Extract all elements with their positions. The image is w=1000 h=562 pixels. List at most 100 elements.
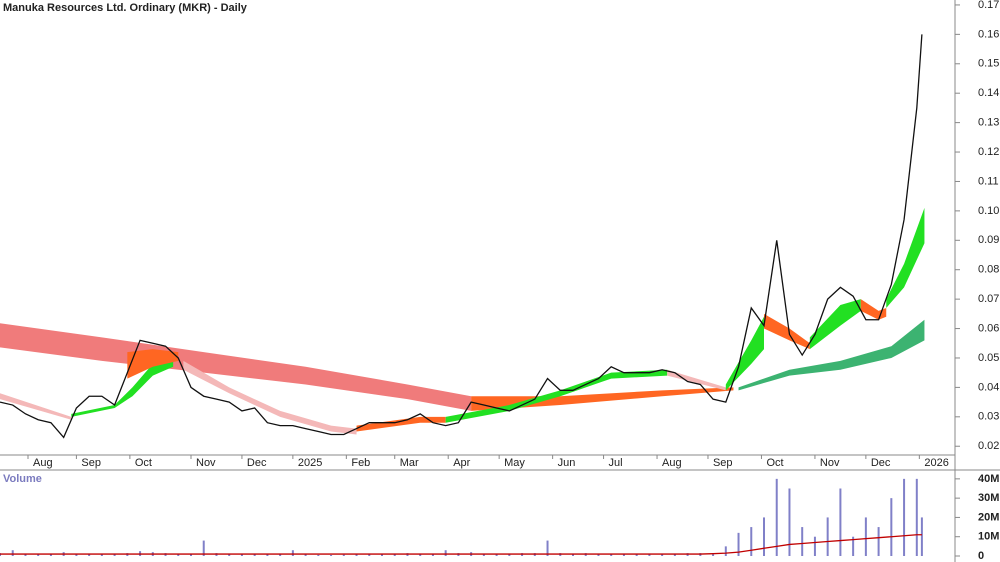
- volume-bar: [890, 498, 893, 556]
- volume-bar: [419, 553, 422, 556]
- volume-bar: [266, 553, 269, 556]
- volume-bar: [648, 553, 651, 556]
- volume-bar: [49, 554, 52, 556]
- x-tick-label: Dec: [247, 457, 267, 469]
- y-tick-label: 0: [978, 550, 984, 562]
- x-tick-label: Jul: [609, 457, 623, 469]
- band: [356, 416, 446, 432]
- y-tick-label: 0.03: [978, 411, 999, 423]
- volume-bar: [11, 550, 14, 556]
- x-tick-label: Apr: [453, 457, 470, 469]
- volume-bar: [788, 488, 791, 556]
- band: [471, 387, 734, 411]
- volume-bar: [813, 536, 816, 556]
- volume-bar: [381, 554, 383, 556]
- volume-bar: [431, 554, 434, 556]
- volume-bar: [177, 554, 180, 556]
- volume-bar: [393, 554, 396, 556]
- band: [738, 319, 925, 391]
- volume-bar: [495, 553, 498, 556]
- x-tick-label: Jun: [558, 457, 576, 469]
- volume-bar: [368, 554, 371, 556]
- band: [667, 369, 726, 391]
- volume-bar: [712, 554, 715, 556]
- band: [725, 316, 764, 391]
- band: [71, 355, 174, 417]
- volume-bar: [903, 478, 906, 556]
- y-tick-label: 0.04: [978, 381, 999, 393]
- volume-bar: [304, 554, 307, 556]
- y-tick-label: 0.07: [978, 293, 999, 305]
- band: [183, 360, 357, 435]
- volume-bar: [610, 553, 613, 556]
- x-tick-label: Nov: [820, 457, 840, 469]
- x-tick-label: Nov: [196, 457, 216, 469]
- volume-bar: [920, 517, 923, 556]
- volume-bar: [826, 517, 829, 556]
- volume-bar: [279, 554, 282, 556]
- band: [809, 299, 861, 350]
- volume-bar: [75, 553, 78, 556]
- y-tick-label: 30M: [978, 492, 999, 504]
- volume-bar: [444, 550, 447, 556]
- volume-bar: [673, 554, 676, 556]
- y-tick-label: 40M: [978, 473, 999, 485]
- volume-bar: [775, 478, 778, 556]
- volume-bar: [253, 554, 256, 556]
- band: [764, 313, 810, 350]
- volume-bar: [750, 527, 753, 556]
- volume-bar: [839, 488, 842, 556]
- chart-title: Manuka Resources Ltd. Ordinary (MKR) - D…: [3, 2, 248, 14]
- volume-bar: [100, 554, 103, 556]
- x-tick-label: 2025: [298, 457, 322, 469]
- y-tick-label: 0.11: [978, 175, 999, 187]
- x-tick-label: Mar: [400, 457, 419, 469]
- volume-bar: [342, 554, 345, 556]
- volume-bar: [88, 554, 91, 556]
- volume-bar: [330, 555, 333, 556]
- y-tick-label: 0.16: [978, 28, 999, 40]
- volume-bar: [37, 554, 40, 556]
- price-line: [0, 34, 923, 439]
- y-tick-label: 20M: [978, 511, 999, 523]
- volume-bar: [546, 540, 549, 556]
- y-tick-label: 0.05: [978, 352, 999, 364]
- y-tick-label: 0.10: [978, 205, 999, 217]
- volume-bar: [635, 554, 638, 556]
- band: [127, 349, 179, 379]
- y-tick-label: 0.06: [978, 322, 999, 334]
- volume-bar: [317, 554, 320, 556]
- y-tick-label: 0.12: [978, 146, 999, 158]
- volume-bar: [291, 550, 294, 556]
- volume-bar: [355, 554, 358, 556]
- volume-bar: [113, 554, 116, 556]
- x-tick-label: Aug: [33, 457, 53, 469]
- volume-bar: [877, 527, 880, 556]
- volume-bar: [240, 554, 243, 556]
- volume-average: [0, 534, 922, 555]
- volume-bar: [801, 527, 804, 556]
- volume-bar: [737, 532, 740, 556]
- x-tick-label: Feb: [351, 457, 370, 469]
- volume-bar: [661, 554, 664, 556]
- x-tick-label: Aug: [662, 457, 682, 469]
- y-tick-label: 10M: [978, 531, 999, 543]
- y-tick-label: 0.15: [978, 58, 999, 70]
- y-tick-label: 0.02: [978, 440, 999, 452]
- x-tick-label: 2026: [924, 457, 948, 469]
- volume-bar: [864, 517, 867, 556]
- x-tick-label: Oct: [135, 457, 152, 469]
- x-tick-label: Sep: [81, 457, 101, 469]
- x-tick-label: May: [504, 457, 525, 469]
- volume-title: Volume: [3, 473, 42, 485]
- volume-bar: [763, 517, 765, 556]
- volume-bar: [852, 536, 855, 556]
- volume-bar: [482, 554, 485, 556]
- x-tick-label: Sep: [713, 457, 733, 469]
- band: [0, 393, 72, 420]
- x-tick-label: Oct: [766, 457, 783, 469]
- volume-bar: [597, 554, 600, 556]
